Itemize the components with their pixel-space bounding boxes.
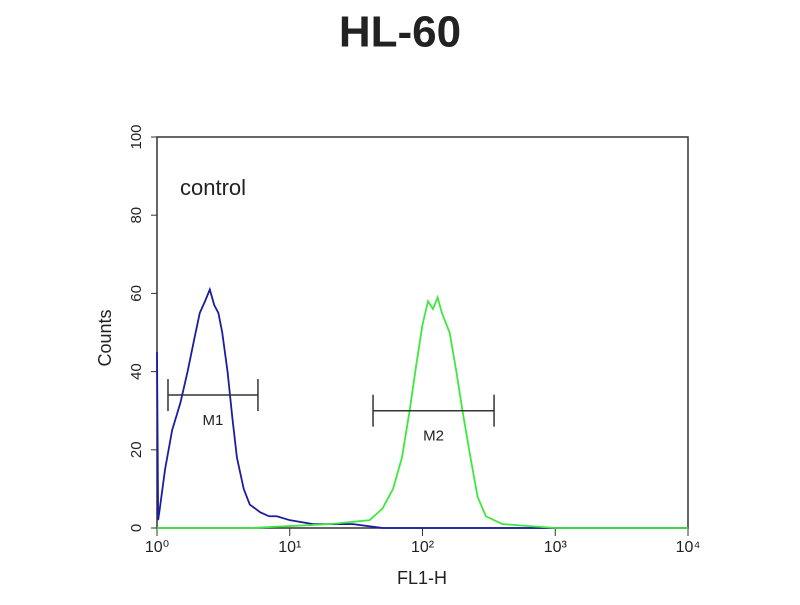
marker-label: M2 — [423, 428, 444, 445]
histogram-line — [157, 294, 688, 529]
x-tick-label: 10³ — [544, 539, 568, 556]
y-tick-label: 40 — [128, 363, 145, 380]
x-tick-label: 10⁴ — [676, 539, 701, 556]
y-tick-label: 0 — [128, 524, 145, 532]
x-tick-label: 10² — [411, 539, 435, 556]
y-tick-label: 100 — [128, 124, 145, 149]
chart-title: HL-60 — [339, 8, 461, 57]
y-tick-label: 60 — [128, 285, 145, 302]
marker-label: M1 — [203, 412, 224, 429]
y-tick-label: 80 — [128, 207, 145, 224]
x-tick-label: 10⁰ — [145, 539, 169, 556]
x-axis-label: FL1-H — [397, 568, 447, 588]
y-axis-label: Counts — [95, 309, 115, 366]
x-tick-label: 10¹ — [278, 539, 301, 556]
y-tick-label: 20 — [128, 441, 145, 458]
annotation: control — [180, 175, 246, 200]
